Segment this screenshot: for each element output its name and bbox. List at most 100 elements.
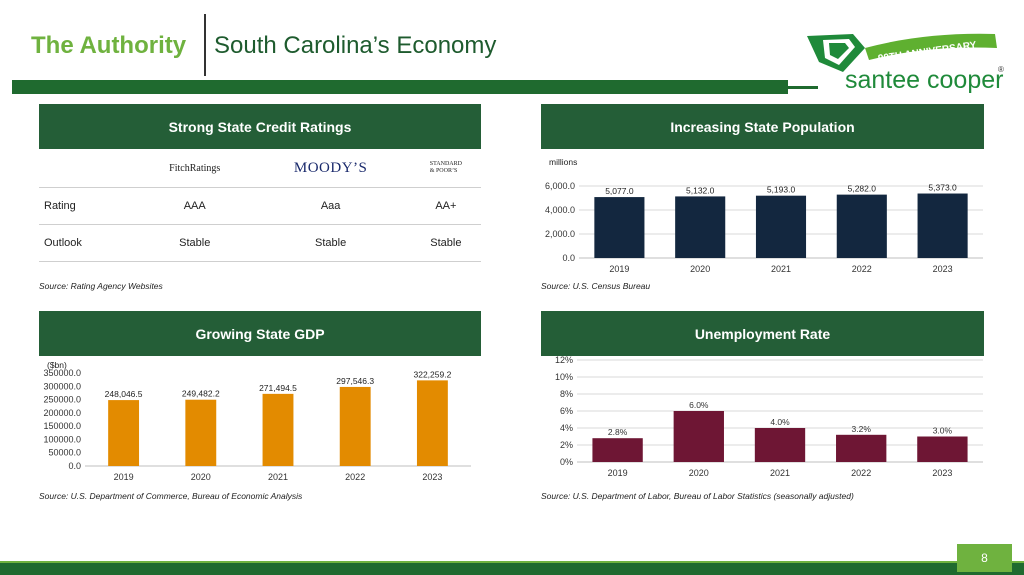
footer-rule-accent (0, 561, 1024, 563)
gdp-chart: 0.0 50000.0 100000.0 150000.0 200000.0 250000… (43, 360, 471, 482)
x-tick-label: 2021 (770, 468, 790, 478)
bar (917, 436, 968, 462)
gdp-title: Growing State GDP (195, 325, 325, 342)
bar (755, 195, 807, 258)
bar (836, 434, 887, 462)
x-tick-label: 2023 (932, 468, 952, 478)
footer-rule (0, 563, 1024, 575)
data-label: 297,546.3 (336, 376, 374, 386)
x-tick-label: 2019 (608, 468, 628, 478)
x-tick-label: 2020 (191, 472, 211, 482)
x-tick-label: 2020 (690, 264, 710, 274)
table-row: Outlook Stable Stable Stable (39, 224, 481, 262)
y-tick-label: 250000.0 (43, 395, 81, 405)
y-tick-label: 2% (560, 440, 573, 450)
y-tick-label: 100000.0 (43, 434, 81, 444)
y-axis-label: ($bn) (47, 360, 67, 370)
header-rule (12, 80, 788, 94)
data-label: 4.0% (770, 417, 790, 427)
unemployment-source: Source: U.S. Department of Labor, Bureau… (541, 491, 854, 501)
brand-name: santee cooper (845, 66, 1003, 94)
y-tick-label: 0.0 (562, 253, 575, 263)
y-tick-label: 12% (555, 355, 573, 365)
y-tick-label: 4% (560, 423, 573, 433)
row-label: Outlook (39, 224, 139, 262)
bar (416, 380, 448, 466)
sp-logo: STANDARD & POOR’S (430, 161, 462, 175)
x-tick-label: 2022 (345, 472, 365, 482)
data-label: 5,282.0 (848, 184, 877, 194)
unemployment-title: Unemployment Rate (694, 325, 831, 342)
title-divider (204, 14, 206, 76)
population-header: Increasing State Population (541, 104, 984, 149)
bar (339, 386, 371, 466)
y-tick-label: 0.0 (68, 461, 81, 471)
x-tick-label: 2019 (114, 472, 134, 482)
santee-cooper-logo: 90TH ANNIVERSARY santee cooper ® (805, 28, 1005, 99)
data-label: 5,373.0 (928, 183, 957, 193)
y-tick-label: 6% (560, 406, 573, 416)
table-cell: AA+ (410, 187, 481, 225)
section-title: The Authority (31, 32, 187, 59)
bar (675, 196, 726, 258)
table-row: Rating AAA Aaa AA+ (39, 187, 481, 225)
sp-logo-line1: STANDARD (429, 161, 462, 168)
y-axis-label: millions (549, 157, 577, 167)
gdp-header: Growing State GDP (39, 311, 481, 356)
row-label: Rating (39, 187, 139, 225)
sp-logo-line2: & POOR’S (429, 168, 458, 175)
y-tick-label: 150000.0 (43, 421, 81, 431)
logo-mark-icon (807, 34, 865, 72)
credit-ratings-header: Strong State Credit Ratings (39, 104, 481, 149)
data-label: 3.2% (852, 424, 872, 434)
data-label: 322,259.2 (413, 369, 451, 379)
credit-ratings-title: Strong State Credit Ratings (168, 118, 352, 135)
bar (754, 428, 806, 462)
moodys-logo: MOODY’S (293, 159, 368, 176)
page-number: 8 (957, 544, 1012, 572)
bar (594, 197, 645, 258)
x-tick-label: 2021 (268, 472, 288, 482)
bar (917, 193, 968, 258)
bar (185, 399, 217, 466)
x-tick-label: 2023 (933, 264, 953, 274)
unemployment-header: Unemployment Rate (541, 311, 984, 356)
x-tick-label: 2020 (689, 468, 709, 478)
data-label: 6.0% (689, 400, 709, 410)
population-title: Increasing State Population (670, 118, 855, 135)
population-source: Source: U.S. Census Bureau (541, 281, 651, 291)
y-tick-label: 2,000.0 (545, 229, 575, 239)
y-tick-label: 200000.0 (43, 408, 81, 418)
data-label: 248,046.5 (105, 389, 143, 399)
y-tick-label: 8% (560, 389, 573, 399)
table-cell: Stable (410, 224, 481, 262)
unemployment-chart: 0% 2% 4% 6% 8% 10% 12% 2019 2.8% 2020 6.0% 2021 4.0%… (555, 355, 983, 478)
y-tick-label: 4,000.0 (545, 205, 575, 215)
table-cell: Aaa (250, 187, 411, 225)
x-tick-label: 2019 (609, 264, 629, 274)
bar (592, 438, 643, 462)
anniversary-banner: 90TH ANNIVERSARY (865, 33, 997, 65)
gdp-source: Source: U.S. Department of Commerce, Bur… (39, 491, 303, 501)
data-label: 271,494.5 (259, 383, 297, 393)
y-tick-label: 350000.0 (43, 368, 81, 378)
credit-source: Source: Rating Agency Websites (39, 281, 163, 291)
x-tick-label: 2022 (852, 264, 872, 274)
population-chart: 0.0 2,000.0 4,000.0 6,000.0 millions 2019 5,07… (545, 157, 983, 274)
y-tick-label: 10% (555, 372, 573, 382)
table-cell: Stable (139, 224, 251, 262)
registered-mark: ® (998, 65, 1004, 74)
x-tick-label: 2023 (422, 472, 442, 482)
x-tick-label: 2021 (771, 264, 791, 274)
bar (108, 400, 140, 466)
credit-ratings-table: FitchRatings MOODY’S STANDARD & POOR’S R… (39, 150, 481, 262)
data-label: 2.8% (608, 427, 628, 437)
table-cell: Stable (250, 224, 411, 262)
header-rule-accent (788, 86, 818, 89)
data-label: 3.0% (933, 426, 953, 436)
y-tick-label: 50000.0 (48, 448, 81, 458)
data-label: 5,193.0 (767, 185, 796, 195)
y-tick-label: 300000.0 (43, 381, 81, 391)
page-title: South Carolina’s Economy (214, 32, 497, 59)
fitch-logo: FitchRatings (169, 163, 221, 175)
